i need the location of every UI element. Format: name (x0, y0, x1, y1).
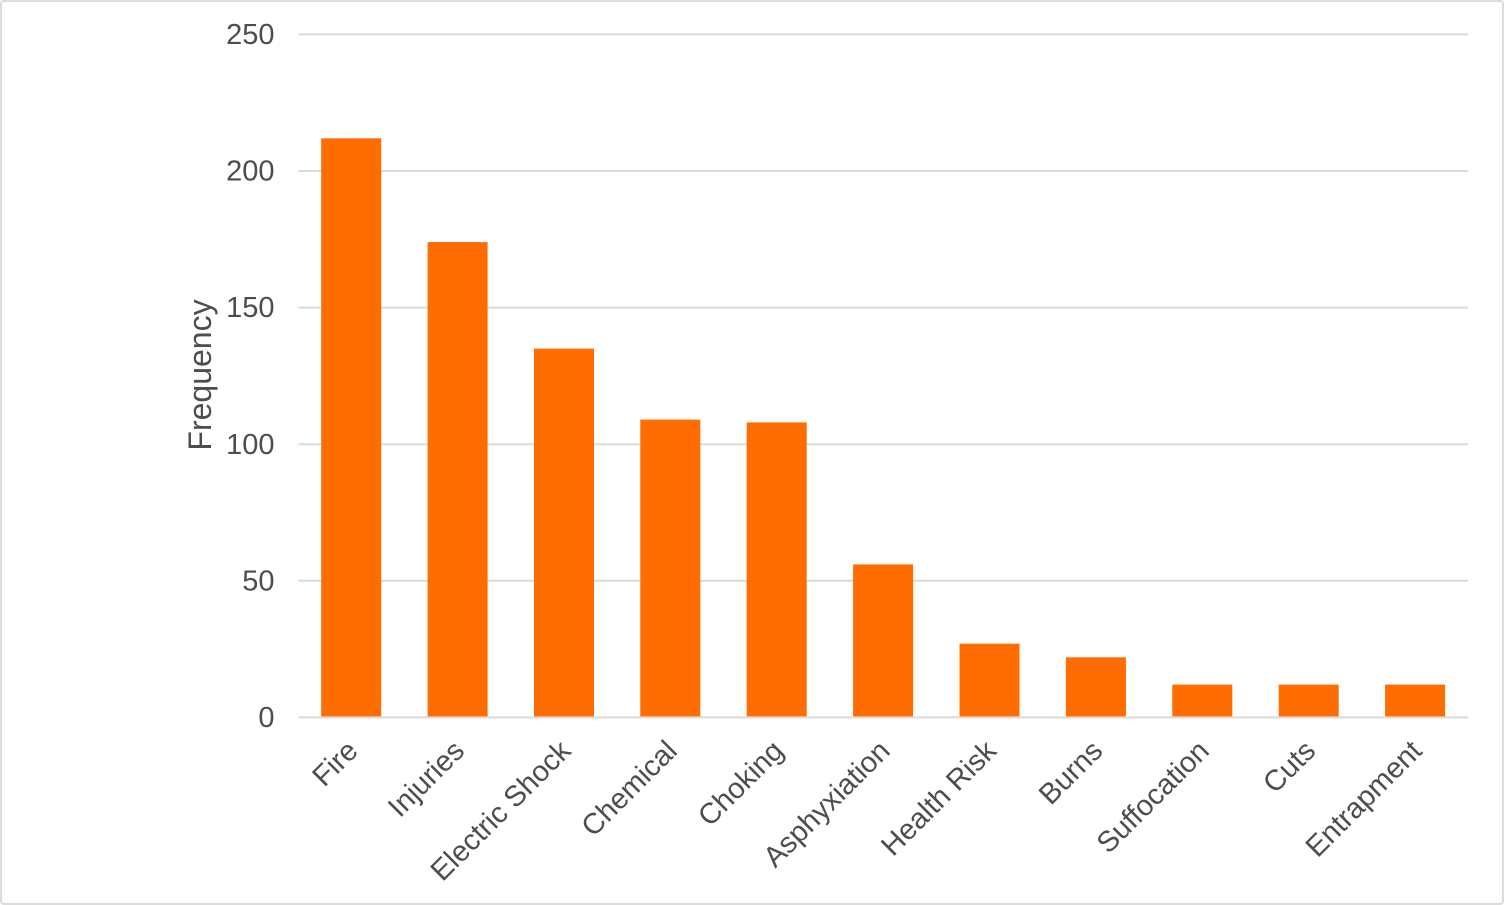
svg-text:0: 0 (258, 702, 274, 734)
svg-text:150: 150 (226, 292, 274, 324)
svg-text:100: 100 (226, 429, 274, 461)
svg-text:250: 250 (226, 19, 274, 51)
svg-text:50: 50 (242, 565, 274, 597)
svg-text:200: 200 (226, 156, 274, 188)
svg-text:Frequency: Frequency (182, 299, 218, 450)
